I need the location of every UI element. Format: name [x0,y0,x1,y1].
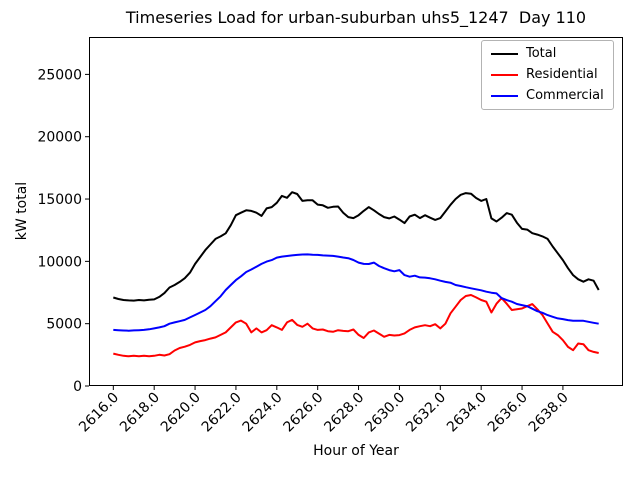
y-tick-label: 0 [73,379,82,395]
legend-label: Residential [526,67,598,82]
x-tick-label: 2618.0 [117,390,163,436]
series-line-total [113,191,600,302]
axes-spines [89,37,623,386]
x-tick-label: 2634.0 [444,390,490,436]
y-tick-label: 20000 [37,130,82,146]
y-axis-ticks: 0 5000 10000 15000 20000 25000 [37,67,89,395]
x-tick-label: 2630.0 [362,390,408,436]
legend-line-sample [491,74,518,76]
x-tick-label: 2622.0 [199,390,245,436]
y-tick-label: 25000 [37,67,82,83]
legend-line-sample [491,53,518,55]
x-axis-label: Hour of Year [313,443,399,459]
legend-line-sample [491,95,518,97]
series-line-residential [113,294,599,358]
x-tick-label: 2628.0 [321,390,367,436]
y-tick-label: 10000 [37,254,82,270]
x-tick-label: 2624.0 [240,390,286,436]
x-tick-label: 2616.0 [76,390,122,436]
x-tick-label: 2636.0 [485,390,531,436]
series-line-commercial [113,253,599,332]
y-tick-label: 15000 [37,192,82,208]
x-tick-label: 2626.0 [281,390,327,436]
x-tick-label: 2638.0 [526,390,572,436]
legend-label: Total [526,46,557,61]
legend-label: Commercial [526,88,604,103]
legend-item-residential: Residential [491,67,604,83]
legend-item-commercial: Commercial [491,88,604,104]
legend-item-total: Total [491,46,604,62]
legend: Total Residential Commercial [481,40,614,110]
x-axis-ticks: 2616.02618.02620.02622.02624.02626.02628… [76,386,572,435]
x-tick-label: 2620.0 [158,390,204,436]
x-tick-label: 2632.0 [403,390,449,436]
y-tick-label: 5000 [46,317,82,333]
chart-title: Timeseries Load for urban-suburban uhs5_… [125,8,587,27]
